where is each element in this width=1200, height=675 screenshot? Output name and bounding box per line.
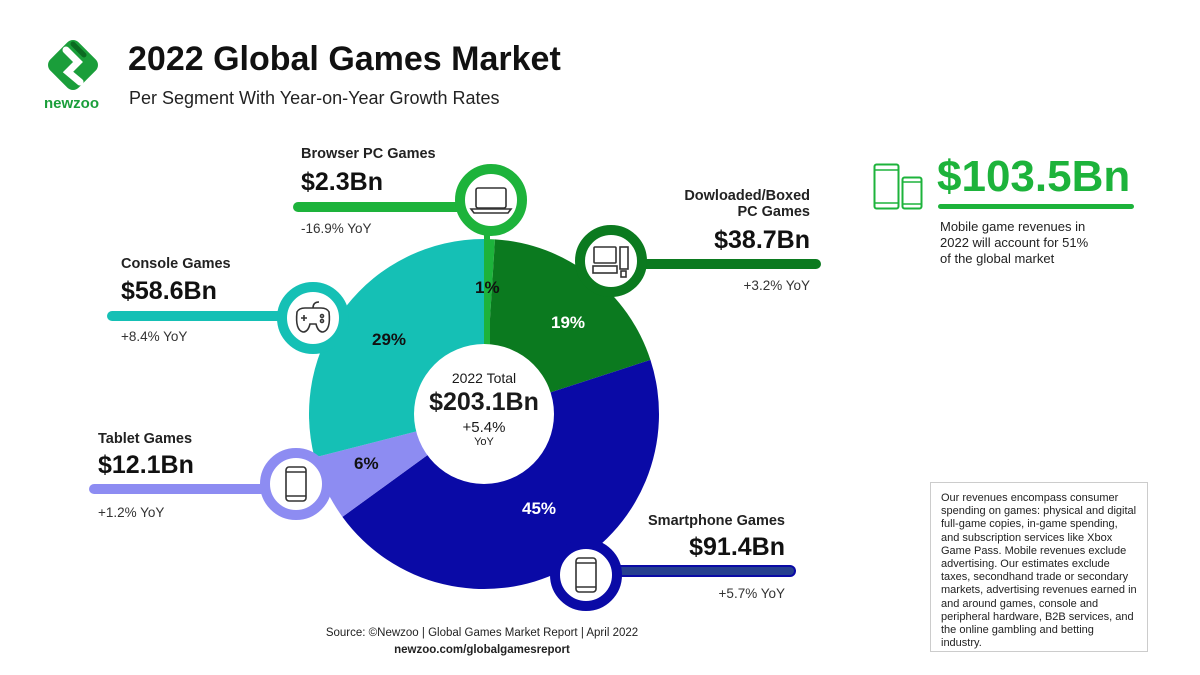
mobile-text-line: of the global market (940, 251, 1055, 266)
center-growth: +5.4% (462, 419, 506, 436)
center-label: 2022 Total (451, 370, 517, 386)
source-text: Source: ©Newzoo | Global Games Market Re… (325, 627, 639, 639)
mobile-text-line: 2022 will account for 51% (940, 235, 1089, 250)
laptop-icon-ring (455, 164, 527, 236)
pct-label-browser: 1% (475, 278, 500, 297)
segment-value-browser: $2.3Bn (301, 168, 383, 196)
center-total: 2022 Total $203.1Bn +5.4% YoY (414, 370, 554, 448)
mobile-devices-icon (873, 163, 923, 210)
mobile-revenue-value: $103.5Bn (937, 152, 1131, 201)
segment-yoy-tablet: +1.2% YoY (98, 505, 165, 520)
page-title: 2022 Global Games Market (128, 40, 561, 78)
desktop-pc-icon (592, 246, 629, 278)
laptop-icon (469, 187, 513, 214)
segment-yoy-browser: -16.9% YoY (301, 221, 372, 236)
brand-name: newzoo (44, 95, 99, 112)
pct-label-tablet: 6% (354, 454, 379, 473)
segment-name-smartphone: Smartphone Games (648, 513, 785, 529)
newzoo-logo (48, 40, 98, 90)
pct-label-console: 29% (372, 330, 407, 349)
segment-name-console: Console Games (121, 256, 231, 272)
donut-hole (414, 344, 554, 484)
page-subtitle: Per Segment With Year-on-Year Growth Rat… (129, 88, 500, 108)
segment-yoy-downloaded: +3.2% YoY (743, 278, 810, 293)
segment-yoy-console: +8.4% YoY (121, 329, 188, 344)
mobile-underline (938, 204, 1134, 209)
segment-name-line1: Dowloaded/Boxed (684, 188, 810, 204)
tablet-icon-ring (260, 448, 332, 520)
methodology-note: Our revenues encompass consumer spending… (930, 482, 1148, 652)
mobile-revenue-text: Mobile game revenues in 2022 will accoun… (940, 219, 1088, 267)
segment-value-smartphone: $91.4Bn (689, 533, 785, 561)
gamepad-icon-ring (277, 282, 349, 354)
segment-value-tablet: $12.1Bn (98, 451, 194, 479)
segment-value-downloaded: $38.7Bn (714, 226, 810, 254)
pct-label-smartphone: 45% (522, 499, 557, 518)
segment-name-browser: Browser PC Games (301, 146, 436, 162)
segment-yoy-smartphone: +5.7% YoY (718, 586, 785, 601)
segment-value-console: $58.6Bn (121, 277, 217, 305)
mobile-text-line: Mobile game revenues in (940, 219, 1086, 234)
source-url[interactable]: newzoo.com/globalgamesreport (394, 644, 570, 656)
segment-name-tablet: Tablet Games (98, 431, 193, 447)
segment-name-downloaded: Dowloaded/Boxed PC Games (660, 188, 810, 220)
gamepad-icon (295, 301, 331, 333)
tablet-icon (285, 466, 307, 502)
center-growth-unit: YoY (474, 436, 494, 448)
smartphone-icon (575, 557, 597, 593)
pct-label-downloaded: 19% (551, 313, 586, 332)
center-value: $203.1Bn (429, 388, 539, 416)
desktop-pc-icon-ring (575, 225, 647, 297)
segment-name-line2: PC Games (737, 204, 810, 220)
smartphone-icon-ring (550, 539, 622, 611)
